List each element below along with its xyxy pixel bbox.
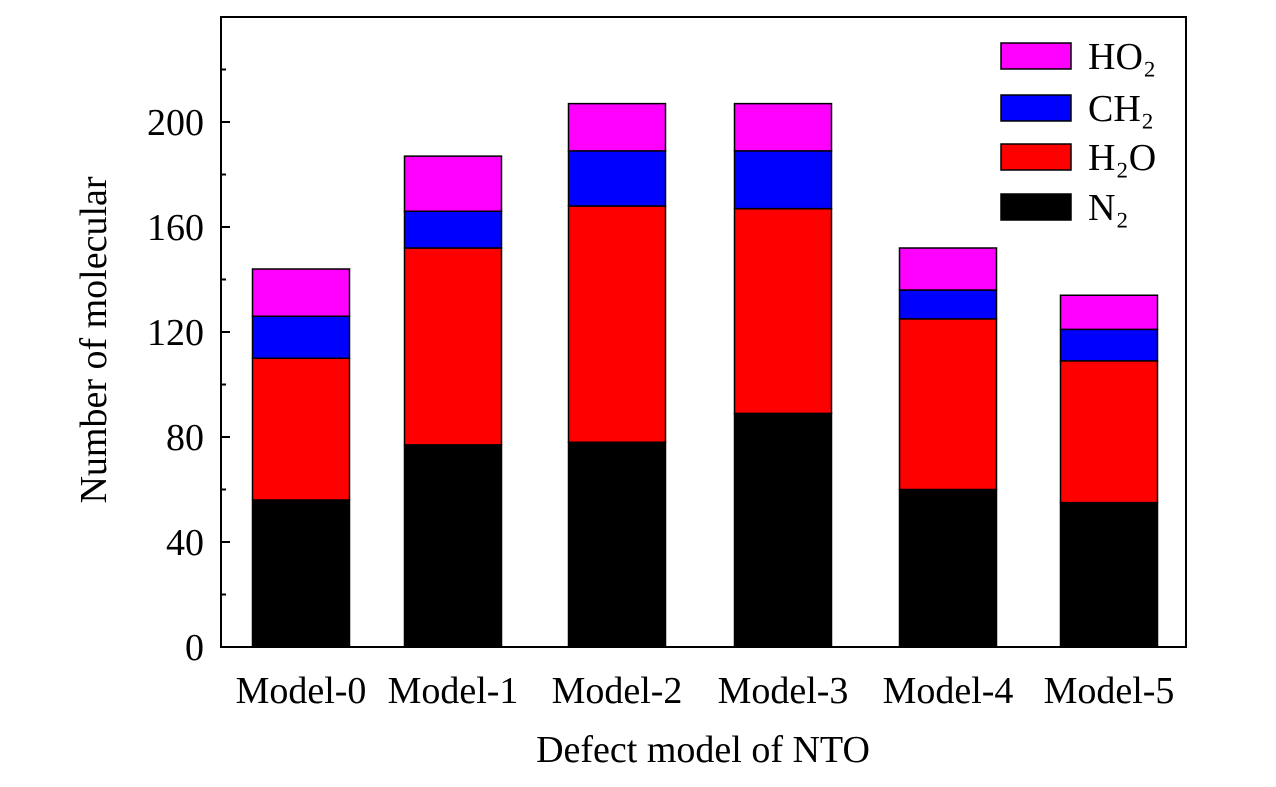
bar-segment — [898, 318, 998, 491]
bar-segment — [898, 247, 998, 291]
y-tick-label: 80 — [166, 417, 204, 459]
x-axis-title: Defect model of NTO — [536, 729, 870, 771]
legend-label: CH₂ — [1088, 88, 1154, 130]
bars-layer — [251, 102, 1159, 648]
bar-segment — [403, 210, 503, 249]
y-tick-label: 40 — [166, 522, 204, 564]
legend-label: H₂O — [1088, 137, 1156, 179]
x-tick-label: Model-0 — [236, 670, 367, 712]
y-tick-label: 120 — [147, 312, 204, 354]
y-tick-label: 200 — [147, 102, 204, 144]
legend-swatch — [1000, 193, 1072, 221]
x-tick-label: Model-2 — [552, 670, 683, 712]
x-tick-label: Model-5 — [1044, 670, 1175, 712]
bar-segment — [251, 357, 351, 501]
y-tick-label: 0 — [185, 627, 204, 669]
bar-segment — [1059, 501, 1159, 648]
bar-segment — [733, 207, 833, 415]
x-tick-label: Model-4 — [883, 670, 1014, 712]
bar-segment — [403, 247, 503, 446]
bar-segment — [898, 289, 998, 320]
bar-segment — [1059, 328, 1159, 362]
bar-segment — [567, 102, 667, 152]
bar-segment — [733, 150, 833, 210]
bar-segment — [567, 150, 667, 207]
y-axis: 0 40 80 120 160 200 — [147, 68, 230, 669]
bar-segment — [567, 205, 667, 443]
x-tick-label: Model-1 — [388, 670, 519, 712]
y-tick-label: 160 — [147, 207, 204, 249]
y-axis-title: Number of molecular — [73, 176, 115, 503]
x-axis: Model-0 Model-1 Model-2 Model-3 Model-4 Model… — [236, 670, 1175, 712]
bar-segment — [251, 268, 351, 317]
legend: HO₂ CH₂ H₂O N₂ — [1000, 36, 1156, 229]
x-tick-label: Model-3 — [718, 670, 849, 712]
bar-segment — [567, 441, 667, 648]
legend-label: N₂ — [1088, 187, 1129, 229]
legend-swatch — [1000, 42, 1072, 70]
legend-swatch — [1000, 143, 1072, 171]
bar-segment — [403, 444, 503, 648]
bar-segment — [898, 488, 998, 648]
bar-segment — [251, 499, 351, 648]
bar-segment — [251, 315, 351, 359]
legend-swatch — [1000, 94, 1072, 122]
bar-segment — [1059, 294, 1159, 331]
bar-segment — [733, 412, 833, 648]
legend-label: HO₂ — [1088, 36, 1156, 78]
bar-segment — [733, 102, 833, 152]
bar-segment — [1059, 360, 1159, 504]
bar-segment — [403, 155, 503, 212]
